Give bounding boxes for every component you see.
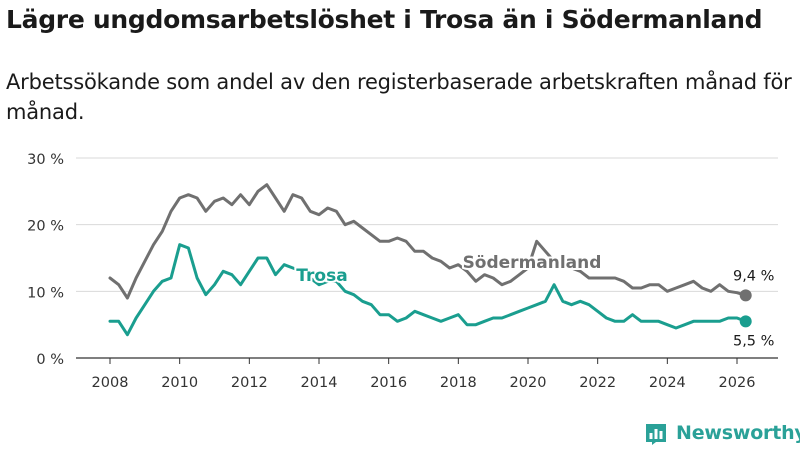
x-tick-label-2022: 2022 xyxy=(579,375,616,391)
x-tick-label-2024: 2024 xyxy=(649,375,686,391)
y-tick-label-30: 30 % xyxy=(27,152,64,168)
end-label-trosa: 5,5 % xyxy=(733,333,774,349)
x-tick-label-2020: 2020 xyxy=(510,375,547,391)
grid-lines xyxy=(76,157,778,292)
newsworthy-logo-icon xyxy=(646,424,666,445)
x-tick-label-2018: 2018 xyxy=(440,375,477,391)
newsworthy-brand[interactable]: Newsworthy xyxy=(644,418,800,448)
brand-name: Newsworthy xyxy=(676,422,800,444)
end-point-trosa xyxy=(739,315,752,328)
y-axis-ticks: 0 % 10 % 20 % 30 % xyxy=(27,152,64,368)
x-tick-label-2008: 2008 xyxy=(92,375,129,391)
series-line-sdermanland xyxy=(108,183,748,300)
series-labels: Södermanland 9,4 % Trosa 5,5 % xyxy=(294,251,776,351)
series-line-trosa xyxy=(108,243,748,337)
x-axis-ticks: 2008 2010 2012 2014 2016 2018 2020 2022 2024 2026 xyxy=(92,358,756,391)
x-tick-label-2026: 2026 xyxy=(719,375,756,391)
y-tick-label-0: 0 % xyxy=(36,352,64,368)
chart-subtitle: Arbetssökande som andel av den registerb… xyxy=(6,70,792,124)
series-label-sdermanland: Södermanland xyxy=(463,253,602,273)
x-tick-label-2010: 2010 xyxy=(161,375,198,391)
end-point-sdermanland xyxy=(739,289,752,302)
chart-title: Lägre ungdomsarbetslöshet i Trosa än i S… xyxy=(6,5,763,34)
y-tick-label-20: 20 % xyxy=(27,219,64,235)
series-lines xyxy=(108,183,752,337)
x-tick-label-2016: 2016 xyxy=(370,375,407,391)
y-tick-label-10: 10 % xyxy=(27,285,64,301)
series-label-trosa: Trosa xyxy=(296,266,347,286)
end-label-sdermanland: 9,4 % xyxy=(733,268,774,284)
x-tick-label-2012: 2012 xyxy=(231,375,268,391)
x-tick-label-2014: 2014 xyxy=(301,375,338,391)
